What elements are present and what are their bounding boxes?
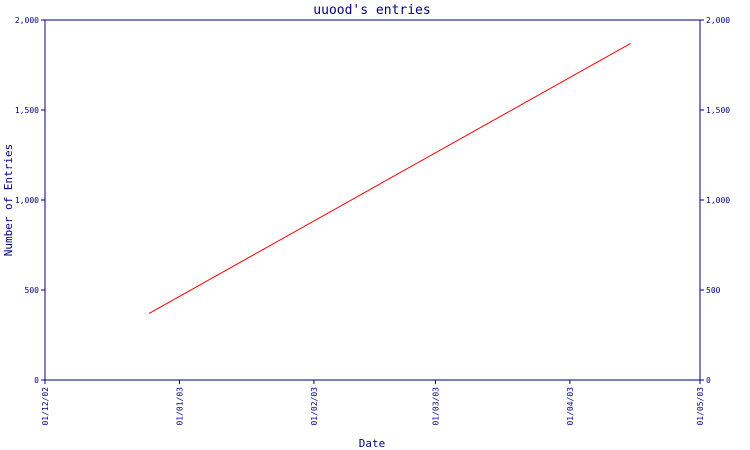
y-tick-label-right: 0 (706, 376, 711, 385)
x-tick-label: 01/03/03 (431, 387, 440, 426)
y-axis-label: Number of Entries (2, 144, 15, 257)
y-tick-label-left: 1,500 (15, 106, 39, 115)
plot-area: 0 0 500 500 1,000 1,000 1,500 1,500 2,000 2,000 01… (15, 16, 730, 426)
x-axis-label: Date (359, 437, 386, 450)
y-tick-label-right: 1,500 (706, 106, 730, 115)
y-tick-label-left: 500 (25, 286, 40, 295)
y-tick-label-right: 1,000 (706, 196, 730, 205)
y-tick-label-left: 2,000 (15, 16, 39, 25)
y-tick-label-right: 500 (706, 286, 721, 295)
y-tick-label-left: 1,000 (15, 196, 39, 205)
x-tick-label: 01/12/02 (41, 387, 50, 426)
y-tick-label-right: 2,000 (706, 16, 730, 25)
chart-title: uuood's entries (313, 3, 430, 18)
series-line (148, 42, 631, 314)
x-tick-label: 01/04/03 (566, 387, 575, 426)
plot-frame (44, 19, 701, 381)
y-tick-label-left: 0 (34, 376, 39, 385)
x-tick-label: 01/01/03 (175, 387, 184, 426)
x-tick-label: 01/05/03 (696, 387, 705, 426)
x-tick-label: 01/02/03 (310, 387, 319, 426)
